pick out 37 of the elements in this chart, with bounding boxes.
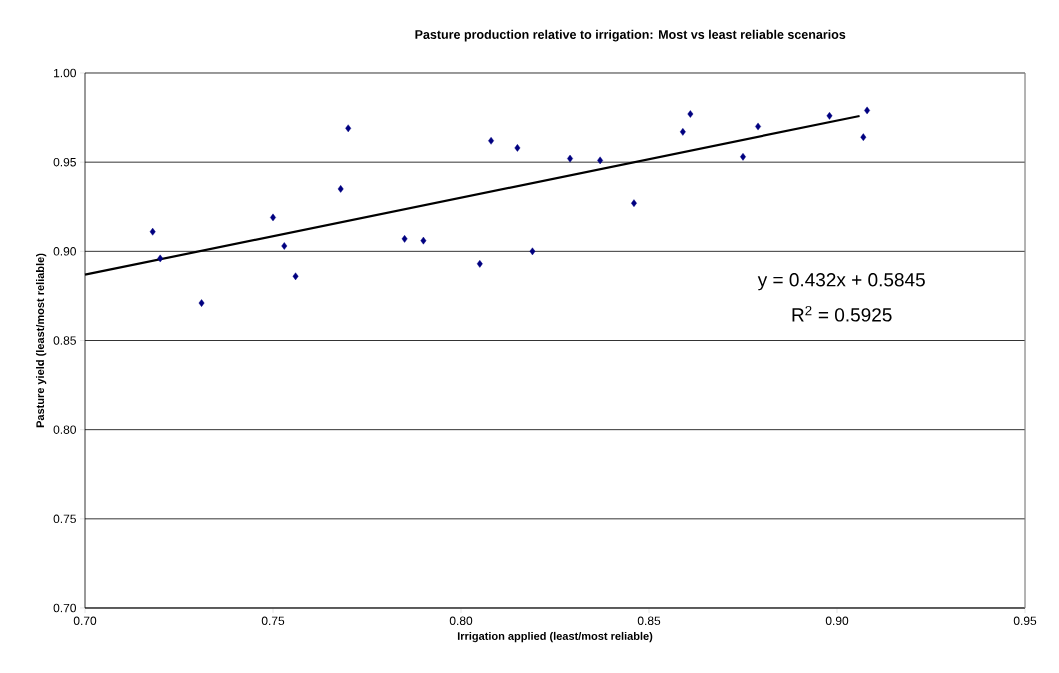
x-tick-label: 0.80 [449, 616, 473, 626]
point [860, 133, 867, 141]
x-tick-label: 0.75 [261, 616, 285, 626]
point [679, 128, 686, 136]
y-tick-label: 0.70 [53, 603, 77, 613]
point [337, 185, 344, 193]
y-tick-label: 1.00 [54, 68, 77, 78]
point [292, 272, 299, 281]
point [740, 153, 746, 161]
x-axis-title: Irrigation applied (least/most reliable) [457, 631, 653, 643]
y-tick-label: 0.80 [53, 425, 77, 434]
point [826, 112, 833, 120]
y-axis-title: Pasture yield (least/most reliable) [36, 253, 47, 428]
x-tick-label: 0.85 [637, 616, 661, 626]
y-tick-label: 0.90 [53, 247, 77, 256]
y-tick-label: 0.75 [53, 514, 76, 524]
point [345, 124, 352, 133]
point [529, 247, 536, 256]
point [281, 242, 288, 250]
point [514, 144, 521, 152]
point [401, 235, 408, 243]
point [198, 299, 205, 307]
x-tick-label: 0.90 [825, 616, 849, 626]
point [476, 260, 483, 268]
point [420, 236, 427, 245]
annotation: y = 0.432x + 0.5845 [757, 273, 925, 291]
chart-title: Pasture production relative to irrigation: Most vs least reliable scenarios [415, 29, 846, 42]
annotation: R$^{2}$ = 0.5925 [792, 305, 892, 322]
point [149, 227, 156, 236]
point [157, 254, 164, 263]
x-tick-label: 0.70 [73, 616, 97, 626]
y-tick-label: 0.85 [53, 336, 76, 345]
x-tick-label: 0.95 [1013, 616, 1037, 626]
point [687, 110, 694, 118]
point [597, 156, 604, 165]
y-tick-label: 0.95 [53, 157, 76, 167]
point [631, 199, 637, 207]
